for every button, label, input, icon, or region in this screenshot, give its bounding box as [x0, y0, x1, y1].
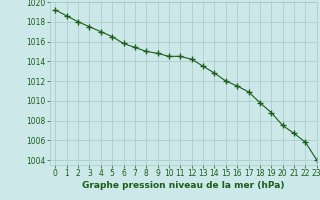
X-axis label: Graphe pression niveau de la mer (hPa): Graphe pression niveau de la mer (hPa)	[82, 181, 284, 190]
